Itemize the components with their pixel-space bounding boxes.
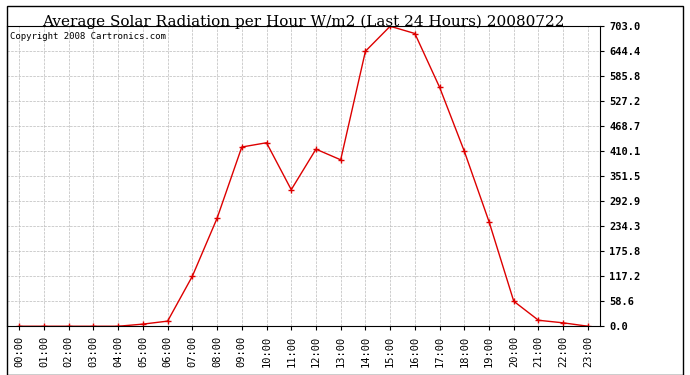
- Text: Average Solar Radiation per Hour W/m2 (Last 24 Hours) 20080722: Average Solar Radiation per Hour W/m2 (L…: [42, 15, 565, 29]
- Text: Copyright 2008 Cartronics.com: Copyright 2008 Cartronics.com: [10, 32, 166, 41]
